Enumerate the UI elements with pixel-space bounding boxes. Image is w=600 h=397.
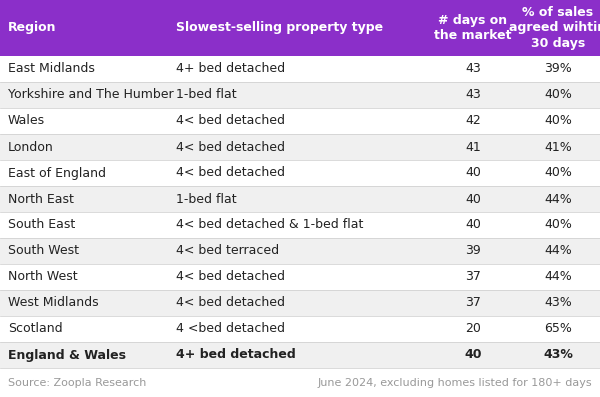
Text: # days on
the market: # days on the market	[434, 14, 512, 42]
Text: June 2024, excluding homes listed for 180+ days: June 2024, excluding homes listed for 18…	[317, 378, 592, 388]
Text: England & Wales: England & Wales	[8, 349, 126, 362]
FancyBboxPatch shape	[0, 0, 600, 56]
Text: 4+ bed detached: 4+ bed detached	[176, 62, 285, 75]
Text: 43%: 43%	[543, 349, 573, 362]
Text: 4< bed detached: 4< bed detached	[176, 141, 285, 154]
FancyBboxPatch shape	[0, 108, 600, 134]
Text: 1-bed flat: 1-bed flat	[176, 193, 236, 206]
FancyBboxPatch shape	[0, 238, 600, 264]
Text: 4< bed detached: 4< bed detached	[176, 297, 285, 310]
Text: 4+ bed detached: 4+ bed detached	[176, 349, 296, 362]
Text: South West: South West	[8, 245, 79, 258]
Text: East of England: East of England	[8, 166, 106, 179]
Text: North West: North West	[8, 270, 77, 283]
Text: 40%: 40%	[544, 114, 572, 127]
Text: 44%: 44%	[544, 245, 572, 258]
FancyBboxPatch shape	[0, 290, 600, 316]
FancyBboxPatch shape	[0, 82, 600, 108]
Text: 44%: 44%	[544, 193, 572, 206]
Text: Yorkshire and The Humber: Yorkshire and The Humber	[8, 89, 173, 102]
FancyBboxPatch shape	[0, 212, 600, 238]
Text: 43%: 43%	[544, 297, 572, 310]
Text: 40%: 40%	[544, 166, 572, 179]
Text: 43: 43	[465, 62, 481, 75]
Text: % of sales
agreed wihtin
30 days: % of sales agreed wihtin 30 days	[509, 6, 600, 50]
Text: 43: 43	[465, 89, 481, 102]
FancyBboxPatch shape	[0, 264, 600, 290]
FancyBboxPatch shape	[0, 342, 600, 368]
Text: 65%: 65%	[544, 322, 572, 335]
Text: 4< bed detached: 4< bed detached	[176, 166, 285, 179]
Text: 37: 37	[465, 297, 481, 310]
Text: North East: North East	[8, 193, 74, 206]
Text: 39: 39	[465, 245, 481, 258]
Text: Slowest-selling property type: Slowest-selling property type	[176, 21, 383, 35]
Text: 1-bed flat: 1-bed flat	[176, 89, 236, 102]
Text: 40: 40	[465, 193, 481, 206]
FancyBboxPatch shape	[0, 56, 600, 82]
Text: Scotland: Scotland	[8, 322, 62, 335]
Text: Source: Zoopla Research: Source: Zoopla Research	[8, 378, 146, 388]
Text: 40: 40	[464, 349, 482, 362]
Text: 41: 41	[465, 141, 481, 154]
FancyBboxPatch shape	[0, 186, 600, 212]
Text: 4 <bed detached: 4 <bed detached	[176, 322, 285, 335]
Text: London: London	[8, 141, 54, 154]
Text: 44%: 44%	[544, 270, 572, 283]
Text: 4< bed terraced: 4< bed terraced	[176, 245, 279, 258]
Text: 4< bed detached: 4< bed detached	[176, 114, 285, 127]
Text: 40%: 40%	[544, 218, 572, 231]
Text: 41%: 41%	[544, 141, 572, 154]
Text: East Midlands: East Midlands	[8, 62, 95, 75]
FancyBboxPatch shape	[0, 134, 600, 160]
FancyBboxPatch shape	[0, 316, 600, 342]
Text: 39%: 39%	[544, 62, 572, 75]
Text: Wales: Wales	[8, 114, 45, 127]
Text: West Midlands: West Midlands	[8, 297, 98, 310]
Text: 20: 20	[465, 322, 481, 335]
Text: 4< bed detached: 4< bed detached	[176, 270, 285, 283]
Text: 4< bed detached & 1-bed flat: 4< bed detached & 1-bed flat	[176, 218, 364, 231]
FancyBboxPatch shape	[0, 160, 600, 186]
Text: 42: 42	[465, 114, 481, 127]
Text: Region: Region	[8, 21, 56, 35]
Text: 40: 40	[465, 218, 481, 231]
Text: 37: 37	[465, 270, 481, 283]
Text: 40: 40	[465, 166, 481, 179]
Text: South East: South East	[8, 218, 75, 231]
Text: 40%: 40%	[544, 89, 572, 102]
